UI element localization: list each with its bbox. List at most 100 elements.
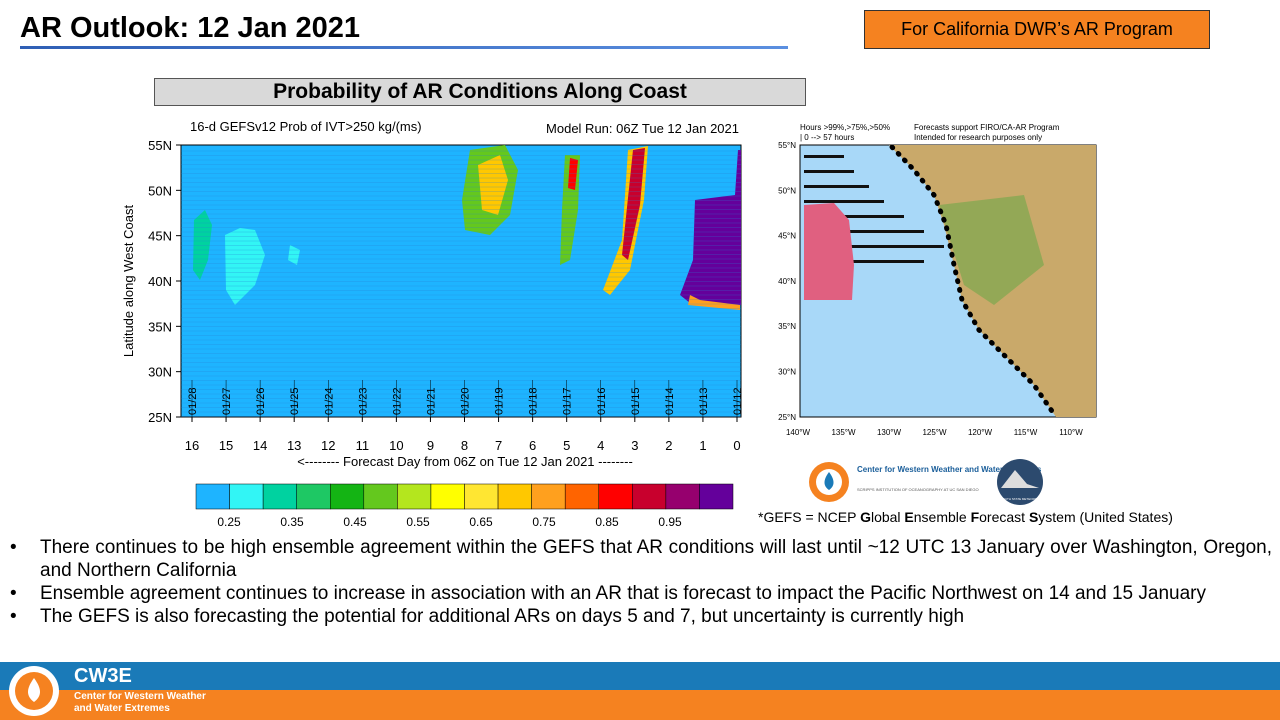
footer: CW3E Center for Western Weather and Wate… xyxy=(0,662,1280,720)
colorbar-swatch xyxy=(464,483,499,510)
colorbar-label: 0.55 xyxy=(406,515,430,529)
lat-label: 50°N xyxy=(778,186,796,195)
x-tick-label: 12 xyxy=(321,438,335,453)
y-tick-label: 50N xyxy=(148,183,172,198)
colorbar-label: 0.35 xyxy=(280,515,304,529)
colorbar-swatch xyxy=(397,483,432,510)
x-tick-label: 7 xyxy=(495,438,502,453)
date-label: 01/14 xyxy=(664,387,676,415)
colorbar-swatch xyxy=(229,483,264,510)
footnote-part: orecast xyxy=(979,509,1029,525)
date-label: 01/19 xyxy=(494,387,506,415)
colorbar-swatch xyxy=(497,483,532,510)
y-tick-label: 30N xyxy=(148,365,172,380)
x-tick-label: 2 xyxy=(665,438,672,453)
date-label: 01/28 xyxy=(187,387,199,415)
coast-points xyxy=(889,144,1059,420)
chart-title-left: 16-d GEFSv12 Prob of IVT>250 kg/(ms) xyxy=(190,119,422,134)
colorbar-label: 0.25 xyxy=(217,515,241,529)
colorbar-label: 0.95 xyxy=(658,515,682,529)
lon-label: 120°W xyxy=(968,428,993,437)
logos: Center for Western Weather and Water Ext… xyxy=(809,459,1046,505)
colorbar-label: 0.85 xyxy=(595,515,619,529)
slide-title: AR Outlook: 12 Jan 2021 xyxy=(20,12,361,44)
colorbar-swatch xyxy=(598,483,633,510)
y-tick-label: 55N xyxy=(148,138,172,153)
terrain xyxy=(939,195,1044,305)
lat-label: 35°N xyxy=(778,322,796,331)
date-label: 01/22 xyxy=(391,387,403,415)
map-axes: 55°N 50°N 45°N 40°N 35°N 30°N 25°N 140°W 135°W 13… xyxy=(778,141,1083,437)
footer-line-2: and Water Extremes xyxy=(74,703,170,714)
footnote: *GEFS = NCEP Global Ensemble Forecast Sy… xyxy=(758,509,1173,525)
footnote-part: lobal xyxy=(870,509,905,525)
map-note-2: Intended for research purposes only xyxy=(914,133,1042,142)
lon-label: 110°W xyxy=(1059,428,1083,437)
date-label: 01/20 xyxy=(460,387,472,415)
date-label: 01/21 xyxy=(425,387,437,415)
date-label: 01/26 xyxy=(255,387,267,415)
date-label: 01/18 xyxy=(528,387,540,415)
coast-map: 55°N 50°N 45°N 40°N 35°N 30°N 25°N 140°W 135°W 13… xyxy=(778,123,1097,437)
lat-label: 40°N xyxy=(778,277,796,286)
x-tick-label: 14 xyxy=(253,438,267,453)
probability-chart: 16-d GEFSv12 Prob of IVT>250 kg/(ms) Mod… xyxy=(121,119,744,529)
y-tick-label: 25N xyxy=(148,410,172,425)
footnote-part: S xyxy=(1028,509,1039,525)
y-tick-label: 35N xyxy=(148,319,172,334)
date-label: 01/23 xyxy=(357,387,369,415)
footnote-part: *GEFS = NCEP xyxy=(758,509,861,525)
footnote-part: F xyxy=(970,509,980,525)
title-underline xyxy=(20,46,788,49)
x-tick-label: 13 xyxy=(287,438,301,453)
x-tick-label: 15 xyxy=(219,438,233,453)
colorbar-swatch xyxy=(330,483,365,510)
y-tick-label: 45N xyxy=(148,229,172,244)
date-label: 01/17 xyxy=(562,387,574,415)
lat-label: 55°N xyxy=(778,141,796,150)
x-tick-label: 8 xyxy=(461,438,468,453)
lat-label: 45°N xyxy=(778,232,796,241)
colorbar-swatch xyxy=(632,483,667,510)
x-tick-label: 0 xyxy=(733,438,740,453)
section-title: Probability of AR Conditions Along Coast xyxy=(154,78,806,106)
bullet: There continues to be high ensemble agre… xyxy=(10,536,1272,582)
x-tick-label: 10 xyxy=(389,438,403,453)
colorbar-swatch xyxy=(699,483,734,510)
grid xyxy=(181,150,741,417)
psu-name: PLYMOUTH STATE METEOROLOGY xyxy=(995,497,1046,501)
colorbar-label: 0.75 xyxy=(532,515,556,529)
date-label: 01/24 xyxy=(323,387,335,415)
footnote-part: E xyxy=(904,509,914,525)
footer-logo: CW3E xyxy=(74,665,132,687)
colorbar-swatch xyxy=(531,483,566,510)
map-note-1: Forecasts support FIRO/CA-AR Program xyxy=(914,123,1060,132)
footer-line-1: Center for Western Weather xyxy=(74,691,206,702)
date-label: 01/25 xyxy=(289,387,301,415)
date-label: 01/15 xyxy=(630,387,642,415)
y-axis-label: Latitude along West Coast xyxy=(121,204,136,357)
date-label: 01/16 xyxy=(596,387,608,415)
lon-label: 135°W xyxy=(831,428,856,437)
map-legend-1: Hours >99%,>75%,>50% xyxy=(800,123,890,132)
x-tick-label: 9 xyxy=(427,438,434,453)
lon-label: 140°W xyxy=(786,428,811,437)
x-tick-label: 5 xyxy=(563,438,570,453)
colorbar-label: 0.65 xyxy=(469,515,493,529)
colorbar-label: 0.45 xyxy=(343,515,367,529)
lon-label: 125°W xyxy=(922,428,947,437)
colorbar-swatch xyxy=(262,483,297,510)
footnote-part: ystem (United States) xyxy=(1038,509,1173,525)
date-label: 01/13 xyxy=(698,387,710,415)
plot-area xyxy=(180,144,742,418)
lat-label: 30°N xyxy=(778,368,796,377)
cw3e-name: Center for Western Weather and Water Ext… xyxy=(857,465,1042,474)
bullet: Ensemble agreement continues to increase… xyxy=(10,582,1272,605)
lat-label: 25°N xyxy=(778,413,796,422)
x-axis-label: <-------- Forecast Day from 06Z on Tue 1… xyxy=(297,454,633,469)
colorbar-swatch xyxy=(363,483,398,510)
x-tick-label: 16 xyxy=(185,438,199,453)
cw3e-sub: SCRIPPS INSTITUTION OF OCEANOGRAPHY AT U… xyxy=(857,487,979,492)
lon-label: 130°W xyxy=(877,428,902,437)
footnote-part: G xyxy=(860,509,871,525)
